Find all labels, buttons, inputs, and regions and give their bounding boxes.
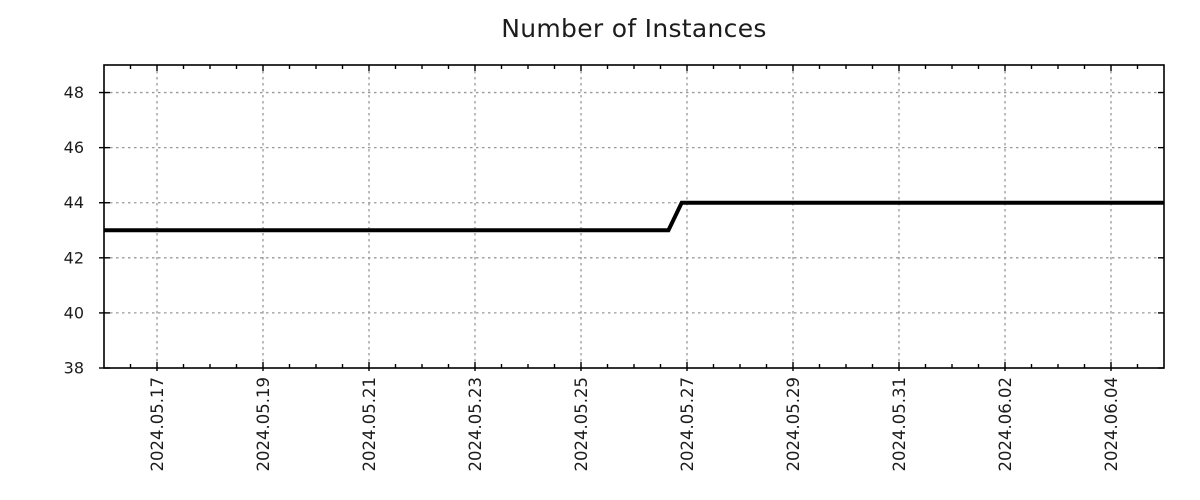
x-tick-label: 2024.06.02 <box>996 377 1015 471</box>
y-tick-label: 42 <box>64 248 84 267</box>
y-tick-label: 46 <box>64 138 84 157</box>
x-tick-label: 2024.05.27 <box>678 377 697 471</box>
x-tick-label: 2024.06.04 <box>1102 377 1121 471</box>
y-tick-label: 48 <box>64 83 84 102</box>
x-tick-label: 2024.05.19 <box>254 377 273 471</box>
data-line-number-of-instances <box>104 200 1164 233</box>
y-tick-label: 38 <box>64 359 84 378</box>
x-tick-label: 2024.05.29 <box>784 377 803 471</box>
chart-title: Number of Instances <box>501 14 767 43</box>
y-tick-label: 40 <box>64 303 84 322</box>
x-tick-label: 2024.05.23 <box>466 377 485 471</box>
x-tick-label: 2024.05.21 <box>360 377 379 471</box>
plot-border <box>103 64 1165 369</box>
y-tick-label: 44 <box>64 193 84 212</box>
x-tick-label: 2024.05.25 <box>572 377 591 471</box>
x-tick-label: 2024.05.17 <box>148 377 167 471</box>
x-tick-label: 2024.05.31 <box>890 377 909 471</box>
